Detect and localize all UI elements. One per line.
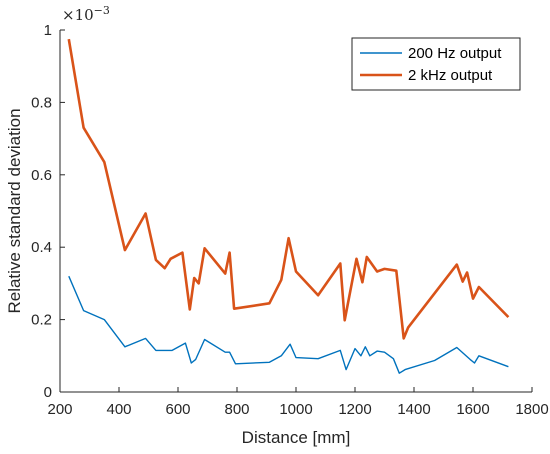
legend-box: [351, 37, 521, 91]
x-tick-label: 1200: [338, 401, 371, 418]
y-tick-label: 0: [44, 384, 52, 401]
x-tick-label: 400: [106, 401, 131, 418]
x-tick-label: 600: [165, 401, 190, 418]
x-tick-label: 1600: [456, 401, 489, 418]
series-line-2khz: [67, 38, 510, 340]
x-tick-label: 200: [47, 401, 72, 418]
series-line-200hz: [68, 275, 509, 374]
chart-ticks: 200 400 600 800 1000 1200 1400 1600 1800 0 0.2 0.4 0…: [31, 22, 549, 418]
legend: 200 Hz output 2 kHz output: [351, 37, 521, 91]
y-tick-label: 0.8: [31, 94, 52, 111]
y-exponent-base: ×10: [62, 6, 94, 24]
y-tick-label: 1: [44, 22, 52, 39]
y-tick-label: 0.6: [31, 167, 52, 184]
x-tick-label: 1000: [279, 401, 312, 418]
chart-marks: [67, 38, 510, 374]
y-tick-label: 0.4: [31, 239, 52, 256]
y-exponent-power: −3: [94, 4, 110, 17]
x-tick-label: 1400: [397, 401, 430, 418]
y-tick-label: 0.2: [31, 312, 52, 329]
y-exponent-label: ×10−3: [62, 4, 110, 24]
x-axis-title: Distance [mm]: [242, 428, 351, 447]
legend-label: 200 Hz output: [408, 45, 502, 62]
x-tick-label: 1800: [515, 401, 548, 418]
y-axis-title: Relative standard deviation: [5, 108, 24, 313]
legend-label: 2 kHz output: [408, 67, 493, 84]
x-tick-label: 800: [224, 401, 249, 418]
